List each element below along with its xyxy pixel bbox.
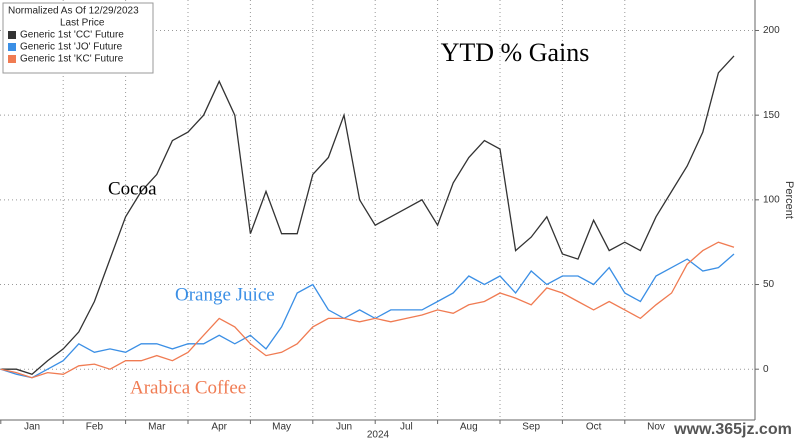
x-tick-label: Jan [24,422,40,433]
legend-swatch [8,55,16,63]
series-line [0,55,735,376]
annotation: Arabica Coffee [130,377,246,398]
x-tick-label: Aug [460,422,478,433]
x-tick-label: Nov [647,422,665,433]
legend-header: Last Price [60,18,105,29]
legend-label: Generic 1st 'JO' Future [20,42,123,53]
watermark: www.365jz.com [673,421,792,438]
x-tick-label: Jul [400,422,413,433]
x-tick-label: Mar [148,422,166,433]
x-axis-label: 2024 [367,430,390,441]
y-tick-label: 0 [763,364,769,375]
x-tick-label: Oct [586,422,602,433]
legend-box [2,2,154,74]
x-tick-label: May [272,422,291,433]
x-tick-label: Sep [522,422,540,433]
y-tick-label: 150 [763,110,780,121]
x-tick-label: Apr [211,422,227,433]
series-line [0,253,735,379]
x-tick-label: Jun [336,422,352,433]
legend-swatch [8,31,16,39]
y-tick-label: 200 [763,25,780,36]
chart-title: YTD % Gains [441,38,590,67]
plot: 0 50 100 150 200 Jan Feb Mar Apr May Jun Jul Aug Sep O… [0,0,780,433]
series-line [0,241,735,379]
legend-swatch [8,43,16,51]
annotation: Cocoa [108,178,157,199]
annotation: Orange Juice [175,284,275,305]
legend-label: Generic 1st 'KC' Future [20,54,124,65]
y-tick-label: 100 [763,194,780,205]
legend-header: Normalized As Of 12/29/2023 [8,6,139,17]
y-axis-label: Percent [783,181,795,219]
y-tick-label: 50 [763,279,775,290]
x-tick-label: Feb [86,422,104,433]
legend-label: Generic 1st 'CC' Future [20,30,124,41]
